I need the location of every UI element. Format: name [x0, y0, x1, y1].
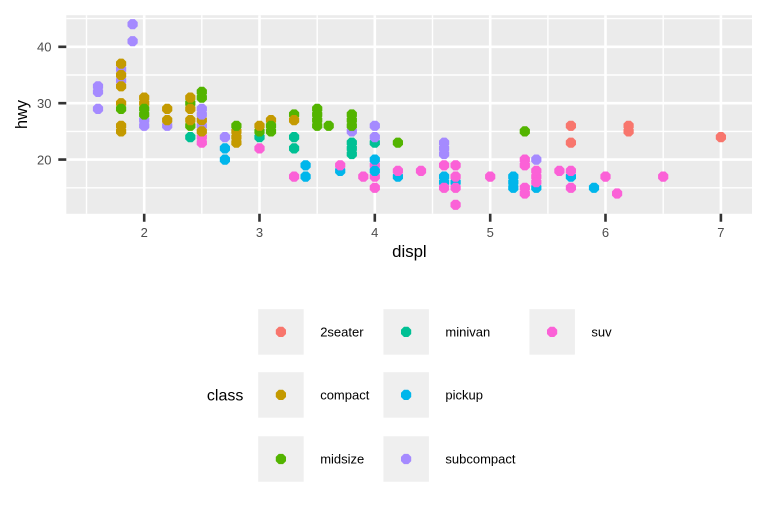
svg-text:5: 5 — [487, 225, 494, 240]
svg-text:4: 4 — [371, 225, 378, 240]
svg-text:3: 3 — [256, 225, 263, 240]
svg-text:suv: suv — [591, 325, 612, 340]
svg-text:hwy: hwy — [13, 99, 31, 129]
svg-text:subcompact: subcompact — [445, 452, 515, 467]
svg-text:2seater: 2seater — [320, 325, 364, 340]
svg-text:40: 40 — [37, 40, 51, 55]
svg-text:30: 30 — [37, 96, 51, 111]
svg-text:class: class — [207, 388, 243, 405]
svg-text:midsize: midsize — [320, 452, 364, 467]
svg-text:minivan: minivan — [445, 325, 490, 340]
svg-text:compact: compact — [320, 388, 370, 403]
svg-text:pickup: pickup — [445, 388, 483, 403]
svg-text:7: 7 — [717, 225, 724, 240]
svg-text:20: 20 — [37, 152, 51, 167]
svg-text:6: 6 — [602, 225, 609, 240]
svg-text:displ: displ — [392, 242, 427, 261]
svg-text:2: 2 — [141, 225, 148, 240]
